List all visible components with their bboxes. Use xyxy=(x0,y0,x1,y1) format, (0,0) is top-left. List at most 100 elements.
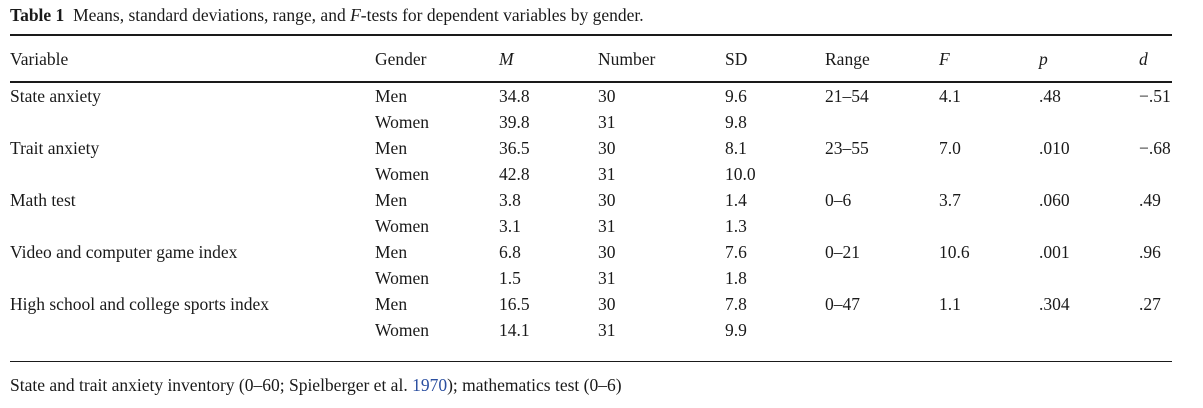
cell-d: −.51 xyxy=(1139,86,1171,106)
cell-f xyxy=(939,317,1039,343)
cell-mean: 39.8 xyxy=(499,112,530,132)
cell-sd: 7.8 xyxy=(725,294,747,314)
data-table: Variable Gender M Number SD Range F p d … xyxy=(10,44,1172,343)
cell-sd: 9.6 xyxy=(725,86,747,106)
cell-mean: 36.5 xyxy=(499,138,530,158)
cell-sd: 1.8 xyxy=(725,268,747,288)
table-label: Table 1 xyxy=(10,5,65,25)
table-row: Women 39.8 31 9.8 xyxy=(10,109,1172,135)
cell-range: 23–55 xyxy=(825,138,869,158)
cell-sd: 1.4 xyxy=(725,190,747,210)
cell-range xyxy=(825,109,939,135)
caption-italic: F xyxy=(350,5,361,25)
cell-variable xyxy=(10,213,375,239)
cell-mean: 3.1 xyxy=(499,216,521,236)
footnote-text-1: State and trait anxiety inventory (0–60;… xyxy=(10,375,413,395)
cell-f: 1.1 xyxy=(939,294,961,314)
cell-p: .48 xyxy=(1039,86,1061,106)
cell-variable: Trait anxiety xyxy=(10,138,100,158)
cell-f xyxy=(939,109,1039,135)
table-row: State anxiety Men 34.8 30 9.6 21–54 4.1 .48 −.51 xyxy=(10,83,1172,109)
cell-mean: 6.8 xyxy=(499,242,521,262)
cell-number: 30 xyxy=(598,294,616,314)
cell-sd: 8.1 xyxy=(725,138,747,158)
col-header-number: Number xyxy=(598,49,656,69)
cell-d xyxy=(1139,161,1172,187)
cell-gender: Women xyxy=(375,216,429,236)
cell-f xyxy=(939,265,1039,291)
cell-number: 30 xyxy=(598,242,616,262)
cell-range: 0–21 xyxy=(825,242,860,262)
cell-mean: 16.5 xyxy=(499,294,530,314)
header-row: Variable Gender M Number SD Range F p d xyxy=(10,44,1172,74)
cell-variable xyxy=(10,109,375,135)
cell-d xyxy=(1139,213,1172,239)
cell-p: .010 xyxy=(1039,138,1070,158)
cell-range xyxy=(825,265,939,291)
cell-number: 30 xyxy=(598,138,616,158)
cell-sd: 1.3 xyxy=(725,216,747,236)
col-header-p: p xyxy=(1039,49,1048,69)
table-row: Women 14.1 31 9.9 xyxy=(10,317,1172,343)
table-row: Women 42.8 31 10.0 xyxy=(10,161,1172,187)
cell-number: 31 xyxy=(598,164,616,184)
col-header-mean: M xyxy=(499,49,514,69)
cell-sd: 10.0 xyxy=(725,164,756,184)
cell-f: 4.1 xyxy=(939,86,961,106)
cell-number: 31 xyxy=(598,216,616,236)
table-row: Video and computer game index Men 6.8 30 7.6… xyxy=(10,239,1172,265)
cell-sd: 9.8 xyxy=(725,112,747,132)
cell-d xyxy=(1139,317,1172,343)
cell-gender: Men xyxy=(375,242,408,262)
cell-d xyxy=(1139,265,1172,291)
cell-number: 31 xyxy=(598,268,616,288)
cell-sd: 9.9 xyxy=(725,320,747,340)
cell-variable: High school and college sports index xyxy=(10,294,270,314)
cell-range xyxy=(825,161,939,187)
cell-f: 10.6 xyxy=(939,242,970,262)
cell-variable xyxy=(10,161,375,187)
col-header-d: d xyxy=(1139,49,1148,69)
cell-gender: Women xyxy=(375,268,429,288)
cell-p: .001 xyxy=(1039,242,1070,262)
cell-d: .49 xyxy=(1139,190,1161,210)
cell-f: 7.0 xyxy=(939,138,961,158)
cell-f xyxy=(939,161,1039,187)
citation-link[interactable]: 1970 xyxy=(412,375,448,395)
cell-gender: Men xyxy=(375,190,408,210)
table-row: Math test Men 3.8 30 1.4 0–6 3.7 .060 .49 xyxy=(10,187,1172,213)
cell-range xyxy=(825,317,939,343)
cell-mean: 1.5 xyxy=(499,268,521,288)
cell-gender: Women xyxy=(375,112,429,132)
cell-p xyxy=(1039,161,1139,187)
cell-p xyxy=(1039,213,1139,239)
cell-variable xyxy=(10,317,375,343)
cell-mean: 42.8 xyxy=(499,164,530,184)
cell-d: .96 xyxy=(1139,242,1161,262)
cell-gender: Men xyxy=(375,294,408,314)
header-rule xyxy=(10,81,1172,83)
cell-gender: Men xyxy=(375,86,408,106)
caption-text-1: Means, standard deviations, range, and xyxy=(73,5,351,25)
cell-range: 0–6 xyxy=(825,190,852,210)
cell-p xyxy=(1039,109,1139,135)
top-rule xyxy=(10,34,1172,36)
footnote-text-2: ); mathematics test (0–6) xyxy=(447,375,622,395)
table-caption: Table 1 Means, standard deviations, rang… xyxy=(10,5,644,26)
cell-range xyxy=(825,213,939,239)
col-header-variable: Variable xyxy=(10,49,69,69)
col-header-f: F xyxy=(939,49,950,69)
cell-mean: 34.8 xyxy=(499,86,530,106)
cell-variable xyxy=(10,265,375,291)
table-row: High school and college sports index Men 1… xyxy=(10,291,1172,317)
caption-text-2: -tests for dependent variables by gender… xyxy=(360,5,644,25)
cell-variable: Math test xyxy=(10,190,76,210)
cell-p: .304 xyxy=(1039,294,1070,314)
cell-p: .060 xyxy=(1039,190,1070,210)
cell-d xyxy=(1139,109,1172,135)
cell-p xyxy=(1039,265,1139,291)
table-body: State anxiety Men 34.8 30 9.6 21–54 4.1 .48 −.51… xyxy=(10,83,1172,343)
cell-sd: 7.6 xyxy=(725,242,747,262)
table-footnote: State and trait anxiety inventory (0–60;… xyxy=(10,375,622,396)
cell-range: 21–54 xyxy=(825,86,869,106)
